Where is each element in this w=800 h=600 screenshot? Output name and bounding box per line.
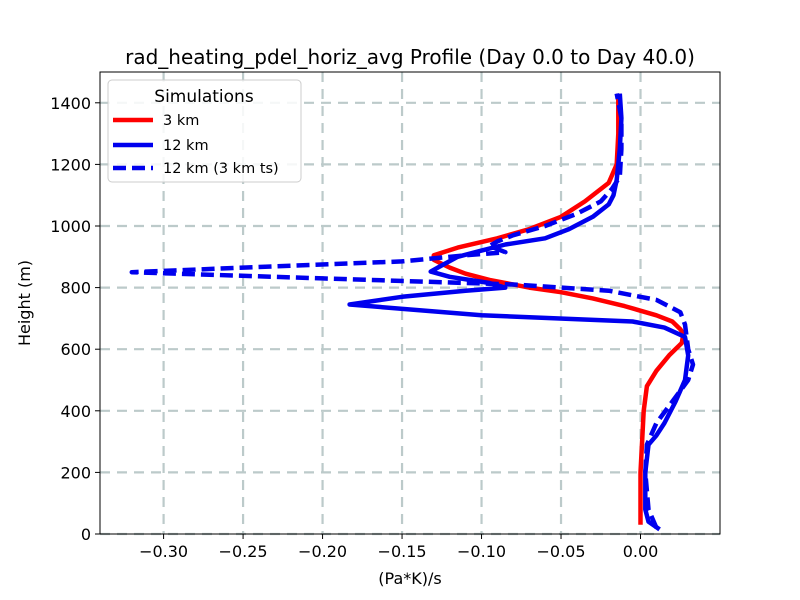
y-tick-label: 0 xyxy=(81,525,91,544)
chart-title: rad_heating_pdel_horiz_avg Profile (Day … xyxy=(125,45,695,69)
series-layer xyxy=(129,93,696,532)
x-axis: −0.30 −0.25 −0.20 −0.15 −0.10 −0.05 0.00 xyxy=(139,534,658,561)
y-axis: 0 200 400 600 800 1000 1200 1400 xyxy=(50,94,100,544)
y-tick-label: 400 xyxy=(60,402,91,421)
x-tick-label: −0.20 xyxy=(298,542,347,561)
x-tick-label: −0.10 xyxy=(457,542,506,561)
y-tick-label: 1400 xyxy=(50,94,91,113)
x-tick-label: −0.05 xyxy=(537,542,586,561)
legend-box xyxy=(107,79,302,183)
legend-title: Simulations xyxy=(154,87,254,107)
x-axis-label: (Pa*K)/s xyxy=(378,569,441,588)
x-tick-label: −0.25 xyxy=(219,542,268,561)
series-line-1 xyxy=(431,93,686,525)
plot-frame xyxy=(99,71,721,535)
y-tick-label: 1000 xyxy=(50,217,91,236)
series-line-3 xyxy=(129,93,696,529)
y-tick-label: 600 xyxy=(60,340,91,359)
y-axis-label: Height (m) xyxy=(15,260,34,346)
legend-label-12km-3kmts: 12 km (3 km ts) xyxy=(163,161,279,177)
y-tick-label: 800 xyxy=(60,279,91,298)
series-line-2 xyxy=(347,93,691,532)
y-tick-label: 200 xyxy=(60,463,91,482)
x-tick-label: 0.00 xyxy=(623,542,659,561)
y-tick-label: 1200 xyxy=(50,155,91,174)
legend-label-3km: 3 km xyxy=(163,113,199,129)
legend-label-12km: 12 km xyxy=(163,138,209,154)
x-tick-label: −0.15 xyxy=(378,542,427,561)
x-tick-label: −0.30 xyxy=(139,542,188,561)
legend: Simulations 3 km 12 km 12 km (3 km ts) xyxy=(107,79,302,183)
